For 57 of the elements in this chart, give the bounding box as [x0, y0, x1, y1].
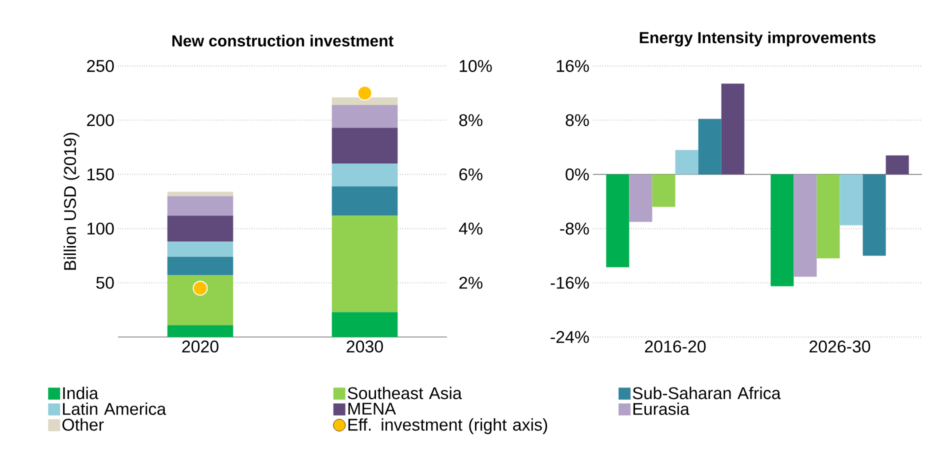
- bar: [332, 186, 398, 216]
- y-tick-label: 250: [87, 60, 114, 72]
- bar: [652, 174, 676, 207]
- bar: [167, 196, 234, 216]
- bar: [332, 164, 398, 186]
- bar: [167, 325, 234, 337]
- bar: [332, 97, 398, 106]
- y-tick-label: 0%: [566, 168, 589, 180]
- bar: [167, 275, 234, 326]
- bar: [332, 216, 398, 312]
- chart-title: New construction investment: [172, 34, 394, 46]
- y-tick-label: 16%: [556, 60, 589, 72]
- x-tick-label: 2026-30: [810, 340, 870, 353]
- legend-label: MENA: [348, 402, 396, 414]
- y-tick-label: -8%: [560, 222, 589, 235]
- bar: [167, 242, 234, 257]
- y-tick-label: -16%: [550, 276, 589, 289]
- y2-tick-label: 6%: [459, 168, 482, 180]
- y-tick-label: 50: [96, 276, 114, 289]
- y-tick-label: -24%: [550, 331, 589, 343]
- bar: [675, 150, 698, 174]
- bar: [332, 105, 398, 128]
- y-tick-label: 8%: [566, 114, 589, 126]
- bar: [794, 174, 817, 277]
- bar: [167, 216, 234, 242]
- x-tick-label: 2030: [346, 340, 383, 353]
- legend-label: Eff. investment (right axis): [348, 418, 548, 434]
- bar: [816, 174, 840, 258]
- bar: [332, 128, 398, 164]
- y2-tick-label: 4%: [458, 222, 482, 235]
- y-axis-title: Billion USD (2019): [64, 132, 80, 270]
- bar: [886, 155, 909, 174]
- bar: [840, 174, 863, 226]
- legend-label: Sub-Saharan Africa: [632, 386, 781, 400]
- x-tick-label: 2016-20: [645, 340, 706, 353]
- bar: [167, 256, 234, 276]
- y2-tick-label: 8%: [459, 114, 482, 126]
- bar: [606, 174, 630, 268]
- x-tick-label: 2020: [182, 340, 218, 353]
- y-tick-label: 100: [88, 222, 114, 235]
- y2-tick-label: 10%: [460, 60, 492, 72]
- bar: [698, 118, 722, 174]
- bar: [629, 174, 652, 222]
- legend-label: Latin America: [63, 402, 166, 415]
- legend-label: India: [63, 386, 98, 400]
- legend-label: Southeast Asia: [348, 386, 462, 400]
- legend-label: Eurasia: [633, 402, 690, 415]
- bar: [332, 312, 398, 337]
- bar: [721, 84, 744, 174]
- bar: [862, 174, 886, 256]
- chart-title: Energy Intensity improvements: [640, 32, 876, 46]
- bar: [167, 192, 234, 196]
- bar: [770, 174, 794, 286]
- y-tick-label: 200: [87, 114, 114, 126]
- y2-tick-label: 2%: [459, 276, 482, 289]
- y-tick-label: 150: [88, 168, 114, 180]
- legend-label: Other: [62, 418, 104, 431]
